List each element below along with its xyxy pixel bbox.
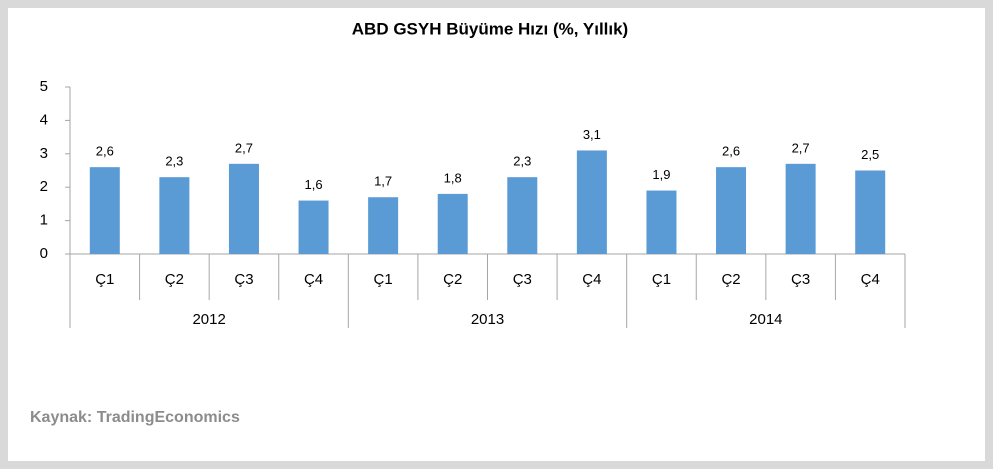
value-label: 1,6: [305, 177, 323, 192]
value-label: 2,6: [96, 144, 114, 159]
bar: [159, 177, 190, 254]
y-tick-label: 1: [40, 212, 48, 229]
y-tick-label: 5: [40, 78, 48, 95]
bar: [576, 150, 607, 254]
x-tick-label: Ç3: [234, 271, 253, 288]
value-label: 2,6: [722, 144, 740, 159]
bar: [716, 167, 747, 254]
bar: [368, 197, 399, 254]
value-label: 1,9: [652, 167, 670, 182]
x-tick-label: Ç3: [513, 271, 532, 288]
chart-title: ABD GSYH Büyüme Hızı (%, Yıllık): [352, 19, 628, 38]
value-label: 3,1: [583, 127, 601, 142]
bar: [646, 190, 677, 254]
x-tick-label: Ç3: [791, 271, 810, 288]
x-tick-label: Ç1: [95, 271, 114, 288]
x-tick-label: Ç2: [443, 271, 462, 288]
x-tick-label: Ç2: [721, 271, 740, 288]
y-tick-label: 3: [40, 145, 48, 162]
bar: [228, 163, 259, 254]
value-label: 1,7: [374, 174, 392, 189]
x-tick-label: Ç1: [374, 271, 393, 288]
x-tick-label: Ç4: [861, 271, 880, 288]
x-tick-label: Ç2: [165, 271, 184, 288]
value-label: 2,7: [792, 140, 810, 155]
x-tick-label: Ç4: [582, 271, 601, 288]
bar: [507, 177, 538, 254]
value-label: 2,7: [235, 140, 253, 155]
bar: [89, 167, 120, 254]
value-label: 2,3: [165, 154, 183, 169]
bar: [437, 193, 468, 254]
bar: [785, 163, 816, 254]
group-label: 2013: [471, 311, 504, 328]
group-label: 2012: [192, 311, 225, 328]
x-tick-label: Ç4: [304, 271, 323, 288]
value-label: 2,3: [513, 154, 531, 169]
y-tick-label: 4: [40, 111, 48, 128]
bar: [298, 200, 329, 254]
group-label: 2014: [749, 311, 782, 328]
value-label: 2,5: [861, 147, 879, 162]
source: Kaynak: TradingEconomics: [30, 409, 240, 426]
y-tick-label: 2: [40, 178, 48, 195]
y-tick-label: 0: [40, 245, 48, 262]
value-label: 1,8: [444, 170, 462, 185]
bar: [855, 170, 886, 254]
x-tick-label: Ç1: [652, 271, 671, 288]
